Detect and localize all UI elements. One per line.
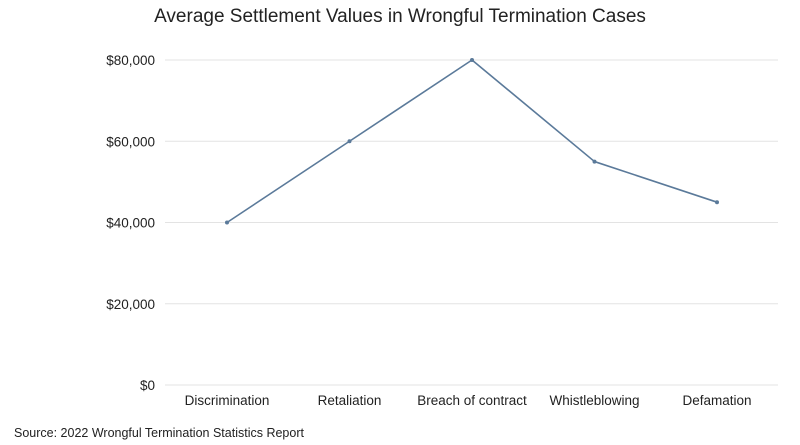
x-tick-label: Retaliation: [318, 393, 382, 408]
x-axis-tick-labels: Discrimination Retaliation Breach of contr…: [185, 393, 752, 408]
data-point: [470, 58, 474, 62]
x-tick-label: Whistleblowing: [549, 393, 639, 408]
data-point: [347, 139, 352, 144]
y-tick-label: $20,000: [106, 297, 155, 312]
series-settlement-values: [225, 58, 719, 225]
x-tick-label: Defamation: [682, 393, 751, 408]
x-tick-label: Discrimination: [185, 393, 270, 408]
y-tick-label: $0: [140, 378, 155, 393]
x-tick-label: Breach of contract: [417, 393, 527, 408]
y-tick-label: $40,000: [106, 216, 155, 231]
source-note: Source: 2022 Wrongful Termination Statis…: [14, 426, 304, 440]
y-tick-label: $80,000: [106, 53, 155, 68]
data-point: [225, 220, 229, 225]
data-point: [715, 200, 719, 205]
data-point: [592, 159, 597, 164]
gridlines: [165, 59, 778, 386]
y-axis-tick-labels: $0 $20,000 $40,000 $60,000 $80,000: [106, 53, 155, 393]
y-tick-label: $60,000: [106, 134, 155, 149]
chart-title: Average Settlement Values in Wrongful Te…: [154, 6, 646, 27]
